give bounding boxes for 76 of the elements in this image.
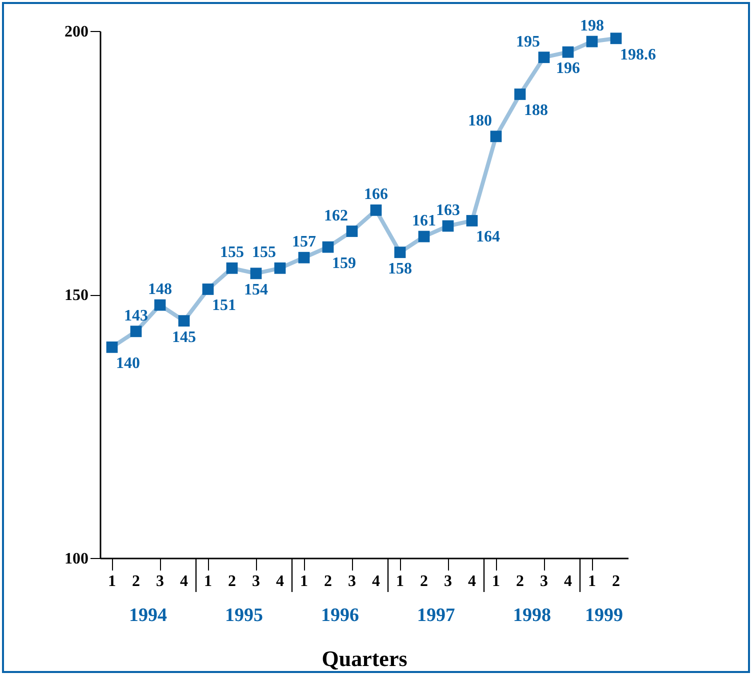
data-label: 198.6 [620,46,656,64]
x-tick-label: 3 [252,573,260,590]
text: 1996 [321,605,359,626]
point [418,230,430,242]
point [226,262,238,274]
point [490,130,502,142]
data-label: 159 [332,255,356,272]
x-tick-label: 2 [420,573,428,590]
point [370,204,382,216]
data-label: 148 [148,281,172,298]
point [394,246,406,258]
text: 1995 [225,605,263,626]
data-label: 157 [292,234,316,251]
x-tick-label: 3 [348,573,356,590]
point [466,215,478,226]
data-label: 151 [212,297,236,314]
point [562,46,574,58]
x-tick-label: 3 [156,573,164,590]
x-tick-label: 2 [228,573,236,590]
point [610,32,622,44]
data-label: 154 [244,281,268,298]
x-tick-label: 1 [300,573,308,590]
data-label: 158 [388,260,412,278]
x-axis-title: Quarters [322,646,408,671]
data-label: 195 [516,33,540,50]
data-label: 164 [476,228,500,246]
x-tick-label: 4 [180,573,188,590]
x-tick-label: 1 [204,573,212,590]
text: 1997 [417,605,456,626]
point [538,52,550,64]
x-tick-label: 1 [492,573,500,590]
data-label: 145 [172,328,196,346]
data-label: 163 [436,202,460,219]
point [106,342,118,353]
x-tick-label: 3 [540,573,548,590]
x-tick-label: 1 [108,573,116,590]
point [322,241,334,253]
point [154,299,166,311]
x-tick-label: 2 [132,573,140,590]
point [130,326,142,338]
x-tick-label: 3 [444,573,452,590]
point [250,268,262,280]
data-label: 188 [524,102,548,120]
point [298,252,310,264]
x-tick-label: 4 [372,573,380,590]
x-tick-label: 4 [564,573,572,590]
y-tick-label: 150 [64,287,88,304]
point [178,315,190,327]
data-label: 162 [324,207,348,224]
x-tick-label: 1 [588,573,596,590]
data-label: 198 [580,18,604,35]
x-tick-label: 4 [276,573,284,590]
data-label: 140 [116,355,140,372]
data-label: 155 [252,244,276,262]
data-label: 196 [556,60,580,78]
point [586,36,598,48]
data-label: 155 [220,244,244,262]
x-tick-label: 1 [396,573,404,590]
y-tick-label: 200 [64,24,88,40]
x-tick-label: 2 [612,573,620,590]
point [514,88,526,100]
text: 1999 [585,605,623,626]
data-label: 143 [124,307,148,324]
x-tick-label: 4 [468,573,476,590]
x-tick-label: 2 [324,573,332,590]
data-label: 161 [412,212,436,230]
data-label: 166 [364,186,388,204]
point [346,226,358,237]
x-tick-label: 2 [516,573,524,590]
text: 1998 [513,605,551,626]
point [202,284,214,295]
y-tick-label: 100 [64,550,88,568]
point [274,262,286,274]
data-label: 180 [468,112,492,130]
point [442,220,454,232]
text: 1994 [129,605,168,626]
